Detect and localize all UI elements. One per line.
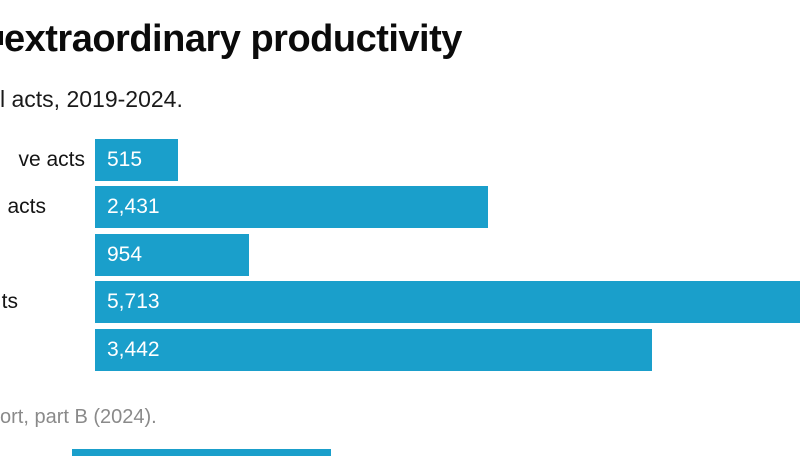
source-note: ort, part B (2024). — [0, 406, 157, 428]
bar: 3,442 — [95, 329, 652, 371]
bar: 515 — [95, 139, 178, 181]
bar-value-label: 2,431 — [107, 195, 160, 218]
bar: 954 — [95, 234, 249, 276]
category-label: ve acts — [18, 148, 85, 171]
bar-value-label: 954 — [107, 243, 143, 266]
category-label: ts — [1, 290, 18, 313]
bar-value-label: 515 — [107, 148, 143, 171]
bar: 5,713 — [95, 281, 800, 323]
cropped-letter-fragment — [0, 31, 3, 45]
category-label: acts — [7, 195, 46, 218]
bar: 2,431 — [95, 186, 488, 228]
bar-value-label: 3,442 — [107, 338, 160, 361]
chart-subtitle: l acts, 2019-2024. — [0, 86, 183, 112]
cropped-bar-fragment — [72, 449, 331, 456]
bar-value-label: 5,713 — [107, 290, 160, 313]
chart-title: extraordinary productivity — [4, 18, 462, 60]
